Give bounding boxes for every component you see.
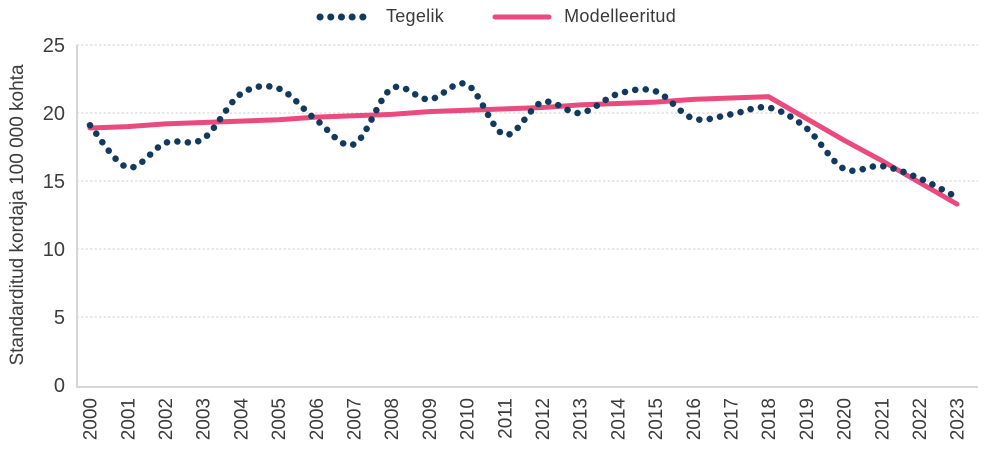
x-tick-label: 2010 [458,398,479,440]
y-tick-label: 15 [43,171,65,193]
x-tick-label: 2021 [872,398,893,440]
x-tick-label: 2003 [194,398,215,440]
legend-label-tegelik: Tegelik [385,6,445,26]
x-tick-label: 2012 [533,398,554,440]
x-tick-label: 2023 [948,398,969,440]
x-tick-label: 2014 [608,398,629,441]
legend-label-modelleeritud: Modelleeritud [564,6,677,26]
x-tick-label: 2001 [118,398,139,440]
x-tick-label: 2008 [382,398,403,440]
legend: Tegelik Modelleeritud [0,6,990,27]
x-tick-label: 2018 [759,398,780,440]
series-line-tegelik [86,80,961,201]
x-tick-label: 2017 [721,398,742,440]
x-tick-label: 2019 [797,398,818,440]
y-tick-label: 5 [54,307,65,329]
x-tick-label: 2005 [269,398,290,440]
x-tick-label: 2013 [571,398,592,440]
legend-item-tegelik[interactable]: Tegelik [314,6,444,27]
y-tick-label: 10 [43,239,65,261]
x-tick-label: 2007 [345,398,366,440]
y-tick-label: 20 [43,103,65,125]
x-tick-label: 2015 [646,398,667,440]
y-tick-label: 25 [43,35,65,57]
dotted-line-icon [316,13,374,20]
x-tick-label: 2011 [495,398,516,439]
legend-item-modelleeritud[interactable]: Modelleeritud [492,6,676,27]
y-axis-title: Standarditud kordaja 100 000 kohta [7,64,28,365]
x-tick-label: 2009 [420,398,441,440]
x-tick-label: 2000 [81,398,102,440]
x-tick-label: 2022 [910,398,931,440]
y-tick-label: 0 [54,375,65,397]
x-tick-label: 2020 [835,398,856,440]
solid-line-icon [492,14,552,19]
x-tick-label: 2004 [231,398,252,441]
x-tick-label: 2002 [156,398,177,440]
series-line-modelleeritud [87,94,960,207]
x-tick-label: 2006 [307,398,328,440]
x-tick-label: 2016 [684,398,705,440]
